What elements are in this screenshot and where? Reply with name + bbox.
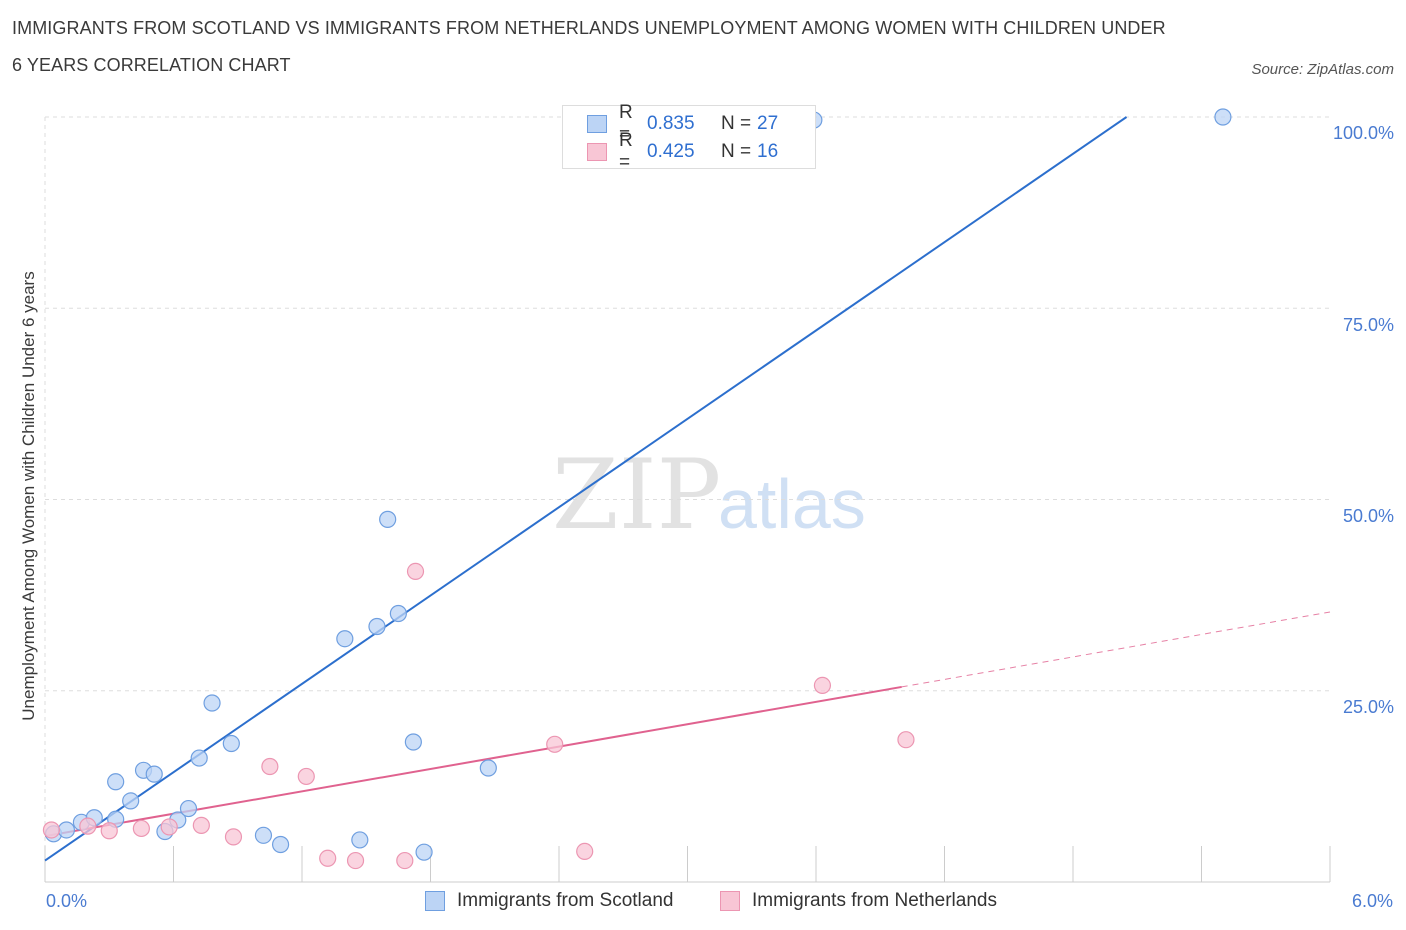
data-point-scotland — [368, 617, 386, 636]
data-point-scotland — [179, 799, 198, 818]
data-point-netherlands — [100, 822, 118, 840]
data-point-netherlands — [297, 767, 315, 786]
watermark-zip: ZIP — [552, 439, 721, 551]
legend-item-scotland[interactable]: Immigrants from Scotland — [425, 890, 673, 912]
data-point-scotland — [1214, 108, 1232, 126]
legend-r-label: R = — [619, 102, 633, 145]
data-point-scotland — [222, 734, 240, 753]
data-point-scotland — [107, 773, 125, 791]
correlation-legend: R = 0.835 N = 27 R = 0.425 N = 16 — [562, 102, 816, 173]
data-point-netherlands — [261, 757, 279, 776]
y-axis-label: Unemployment Among Women with Children U… — [19, 271, 38, 721]
data-point-scotland — [351, 831, 369, 849]
data-point-scotland — [122, 792, 140, 810]
data-point-netherlands — [396, 851, 414, 870]
data-point-netherlands — [132, 819, 150, 838]
y-tick-label-100: 100.0% — [1332, 123, 1394, 143]
y-tick-label-25: 25.0% — [1342, 697, 1394, 717]
data-point-scotland — [57, 821, 76, 839]
trend-line-scotland — [44, 116, 1128, 862]
series-legend: Immigrants from Scotland Immigrants from… — [0, 890, 1406, 916]
legend-label-netherlands: Immigrants from Netherlands — [752, 890, 997, 911]
y-tick-label-50: 50.0% — [1342, 506, 1394, 526]
data-point-netherlands — [897, 731, 915, 749]
data-point-scotland — [271, 835, 290, 854]
x-tick-label-min: 0.0% — [46, 891, 88, 911]
watermark-atlas: atlas — [718, 465, 866, 543]
chart-title-line-1: IMMIGRANTS FROM SCOTLAND VS IMMIGRANTS F… — [12, 18, 1166, 38]
legend-n-value-scotland: 27 — [757, 113, 779, 134]
data-point-netherlands — [160, 818, 178, 836]
legend-swatch-scotland — [587, 115, 607, 133]
legend-swatch-netherlands — [587, 143, 607, 161]
source-label: Source: ZipAtlas.com — [1251, 61, 1394, 78]
legend-swatch-netherlands — [720, 891, 740, 911]
trend-extension-netherlands — [901, 611, 1331, 688]
x-tick-label-max: 6.0% — [1351, 891, 1393, 911]
data-point-netherlands — [406, 562, 425, 581]
legend-label-scotland: Immigrants from Scotland — [457, 890, 674, 911]
data-point-scotland — [336, 630, 354, 648]
data-point-scotland — [379, 510, 397, 528]
legend-swatch-scotland — [425, 891, 445, 911]
data-point-netherlands — [42, 821, 61, 839]
data-point-netherlands — [346, 851, 365, 870]
legend-n-label: N = — [721, 113, 752, 134]
legend-r-value-scotland: 0.835 — [647, 113, 695, 134]
data-point-scotland — [254, 826, 273, 844]
legend-r-value-netherlands: 0.425 — [647, 141, 695, 162]
data-point-scotland — [389, 604, 407, 623]
data-point-netherlands — [813, 676, 832, 694]
data-point-netherlands — [319, 849, 337, 867]
data-point-scotland — [145, 765, 163, 783]
legend-n-label: N = — [721, 141, 752, 162]
data-point-netherlands — [546, 735, 564, 753]
data-point-netherlands — [79, 817, 97, 835]
data-point-netherlands — [576, 842, 594, 861]
data-point-scotland — [404, 733, 422, 751]
data-point-netherlands — [224, 828, 243, 846]
y-tick-label-75: 75.0% — [1342, 315, 1394, 335]
legend-r-label: R = — [619, 130, 633, 173]
legend-row-scotland: R = 0.835 N = 27 — [587, 102, 779, 145]
chart-title-line-2: 6 YEARS CORRELATION CHART — [12, 55, 291, 75]
legend-n-value-netherlands: 16 — [757, 141, 779, 162]
legend-row-netherlands: R = 0.425 N = 16 — [587, 130, 779, 173]
chart-title: IMMIGRANTS FROM SCOTLAND VS IMMIGRANTS F… — [12, 18, 1166, 76]
data-point-scotland — [479, 759, 497, 777]
data-point-scotland — [203, 694, 221, 712]
data-point-scotland — [190, 749, 208, 767]
legend-item-netherlands[interactable]: Immigrants from Netherlands — [720, 890, 997, 912]
data-point-netherlands — [192, 816, 210, 834]
data-point-scotland — [415, 843, 433, 861]
